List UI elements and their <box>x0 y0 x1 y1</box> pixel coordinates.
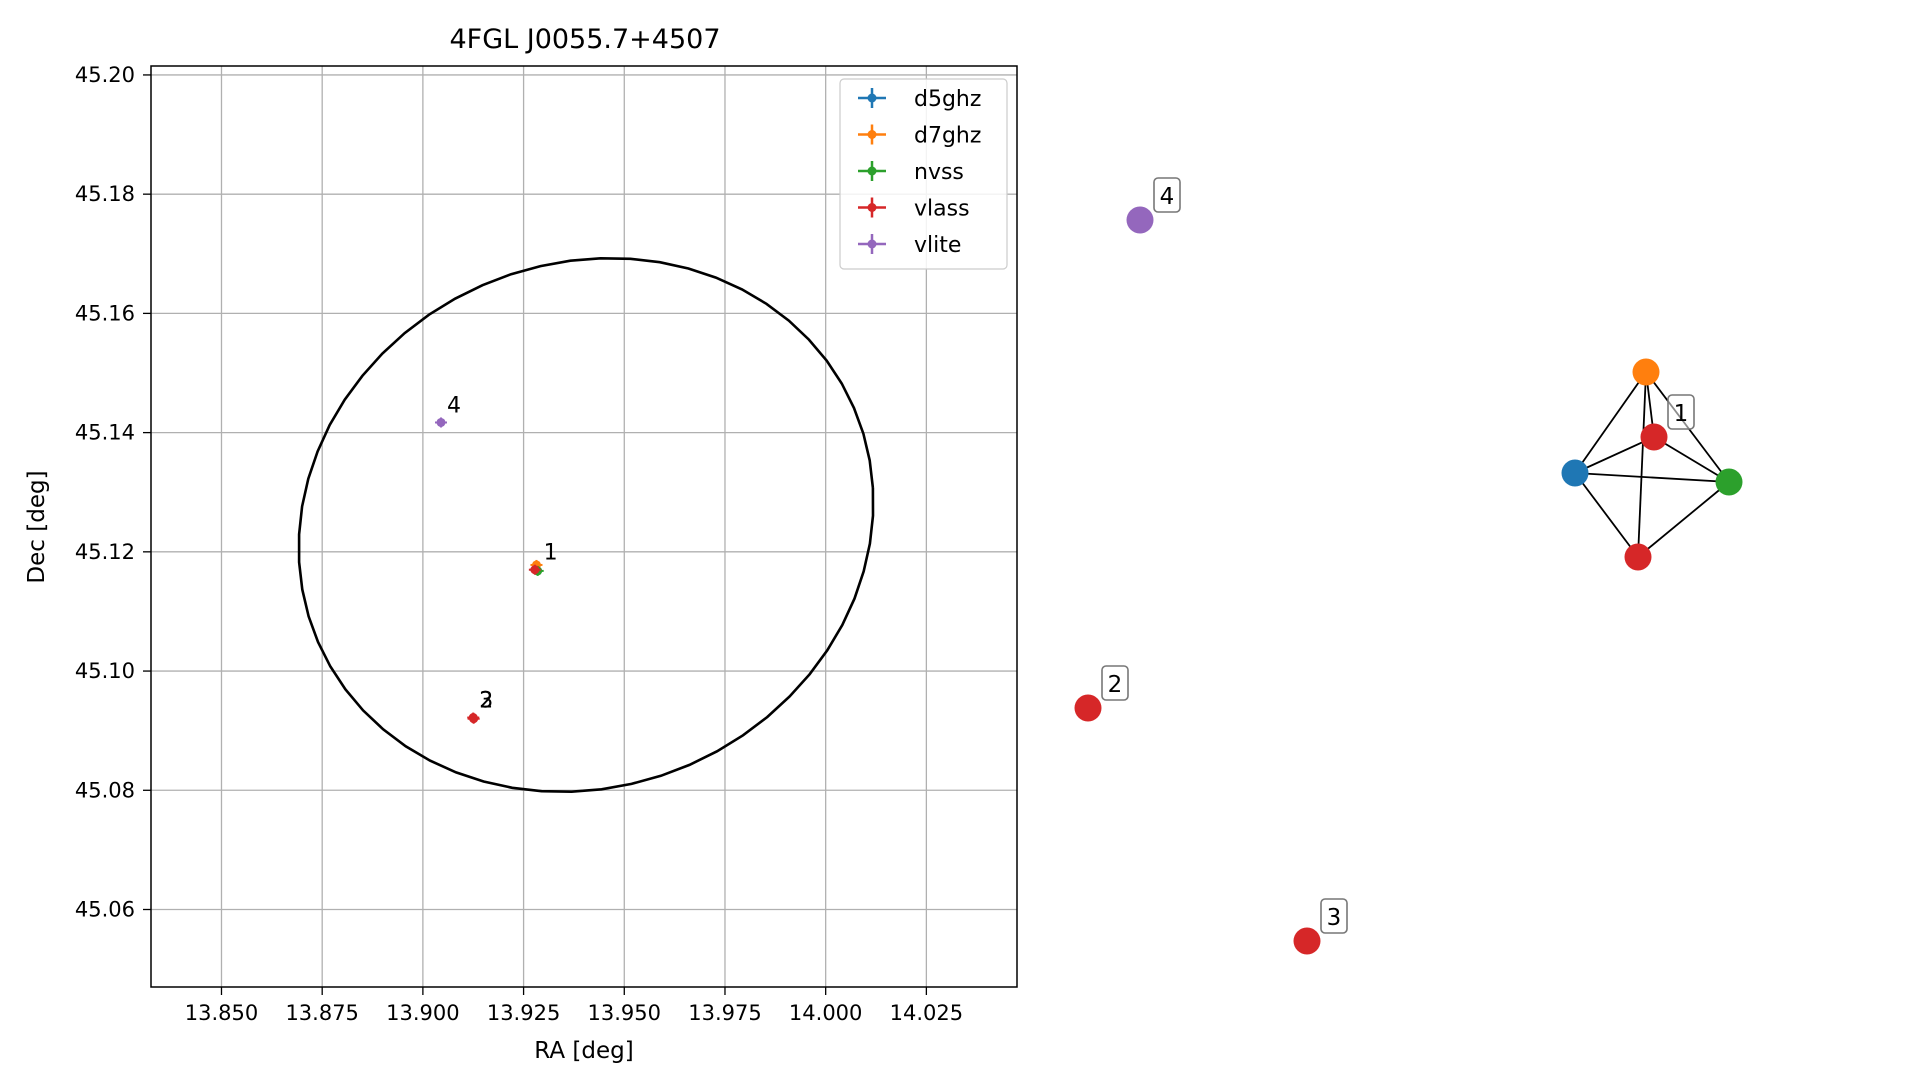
node-label-box <box>1101 665 1129 701</box>
y-axis-ticks: 45.06 45.08 45.10 45.12 45.14 45.16 45.18 45.20 <box>75 63 151 922</box>
network-node-labels: 1 2 3 4 <box>1101 177 1695 934</box>
network-node-vlass_3 <box>1293 927 1321 955</box>
y-tick-label: 45.06 <box>75 898 135 922</box>
network-graph: 1 2 3 4 <box>1074 177 1743 955</box>
node-label: 2 <box>1108 672 1123 698</box>
legend-entries: d5ghz d7ghz nvss vlass vlite <box>858 87 981 258</box>
y-tick-label: 45.20 <box>75 63 135 87</box>
node-label-box <box>1153 177 1181 213</box>
x-tick-label: 13.850 <box>185 1001 258 1025</box>
legend-label-d7ghz: d7ghz <box>914 124 981 149</box>
x-tick-label: 13.950 <box>588 1001 661 1025</box>
x-tick-label: 13.875 <box>285 1001 358 1025</box>
annotation-label: 1 <box>544 541 558 566</box>
y-tick-label: 45.16 <box>75 301 135 325</box>
network-edge <box>1574 436 1655 474</box>
annotation-label: 3 <box>479 689 493 714</box>
node-label-box <box>1667 394 1695 430</box>
plot-title: 4FGL J0055.7+4507 <box>449 24 720 55</box>
network-edge <box>1574 472 1730 483</box>
y-tick-label: 45.08 <box>75 778 135 802</box>
point-vlite <box>436 417 446 427</box>
y-tick-label: 45.14 <box>75 421 135 445</box>
network-edges <box>1574 371 1730 558</box>
x-axis-label: RA [deg] <box>534 1038 633 1064</box>
legend-dot-d5ghz <box>867 93 877 103</box>
x-tick-label: 14.000 <box>789 1001 862 1025</box>
legend-dot-vlass <box>867 203 877 212</box>
network-nodes <box>1074 206 1743 955</box>
network-node-vlass_b <box>1624 543 1652 571</box>
x-tick-label: 13.975 <box>688 1001 761 1025</box>
x-tick-label: 13.900 <box>386 1001 459 1025</box>
legend-label-d5ghz: d5ghz <box>914 87 981 112</box>
point-vlass <box>530 565 540 575</box>
legend-dot-d7ghz <box>867 130 877 139</box>
legend-label-nvss: nvss <box>914 160 964 185</box>
sky-position-plot: 4FGL J0055.7+4507 1 23 4 13.850 13.875 13.90… <box>24 24 1018 1064</box>
network-node-nvss <box>1715 468 1743 496</box>
axes-frame <box>150 65 1018 988</box>
node-label: 4 <box>1160 184 1175 210</box>
x-axis-ticks: 13.850 13.875 13.900 13.925 13.950 13.975 14.0… <box>185 987 963 1025</box>
localization-ellipse <box>297 256 875 794</box>
network-node-vlass_a <box>1640 423 1668 451</box>
grid-lines <box>151 66 1017 987</box>
node-label: 1 <box>1674 401 1689 427</box>
y-tick-label: 45.18 <box>75 182 135 206</box>
network-node-d7ghz <box>1632 358 1660 386</box>
network-edge <box>1574 371 1647 474</box>
legend: d5ghz d7ghz nvss vlass vlite <box>839 78 1008 270</box>
y-tick-label: 45.10 <box>75 659 135 683</box>
x-tick-label: 13.925 <box>487 1001 560 1025</box>
y-tick-label: 45.12 <box>75 540 135 564</box>
network-edge <box>1637 371 1647 558</box>
localization-ellipse-layer <box>297 256 875 794</box>
annotation-label: 2 <box>479 689 493 714</box>
node-label: 3 <box>1327 905 1342 931</box>
x-tick-label: 14.025 <box>890 1001 963 1025</box>
legend-label-vlass: vlass <box>914 197 970 222</box>
network-node-d5ghz <box>1561 459 1589 487</box>
legend-dot-vlite <box>867 239 877 249</box>
annotation-label: 4 <box>447 393 461 418</box>
network-edge <box>1637 481 1730 558</box>
legend-label-vlite: vlite <box>914 233 961 258</box>
node-label-box <box>1320 898 1348 934</box>
data-points <box>435 417 544 724</box>
network-edge <box>1653 436 1730 483</box>
legend-dot-nvss <box>867 166 877 176</box>
legend-frame <box>839 78 1008 270</box>
network-edge <box>1574 472 1639 558</box>
point-annotations: 1 23 4 <box>447 393 558 713</box>
network-node-vlass_2 <box>1074 694 1102 722</box>
point-vlass <box>469 714 479 724</box>
network-node-vlite_4 <box>1126 206 1154 234</box>
y-axis-label: Dec [deg] <box>24 470 50 583</box>
